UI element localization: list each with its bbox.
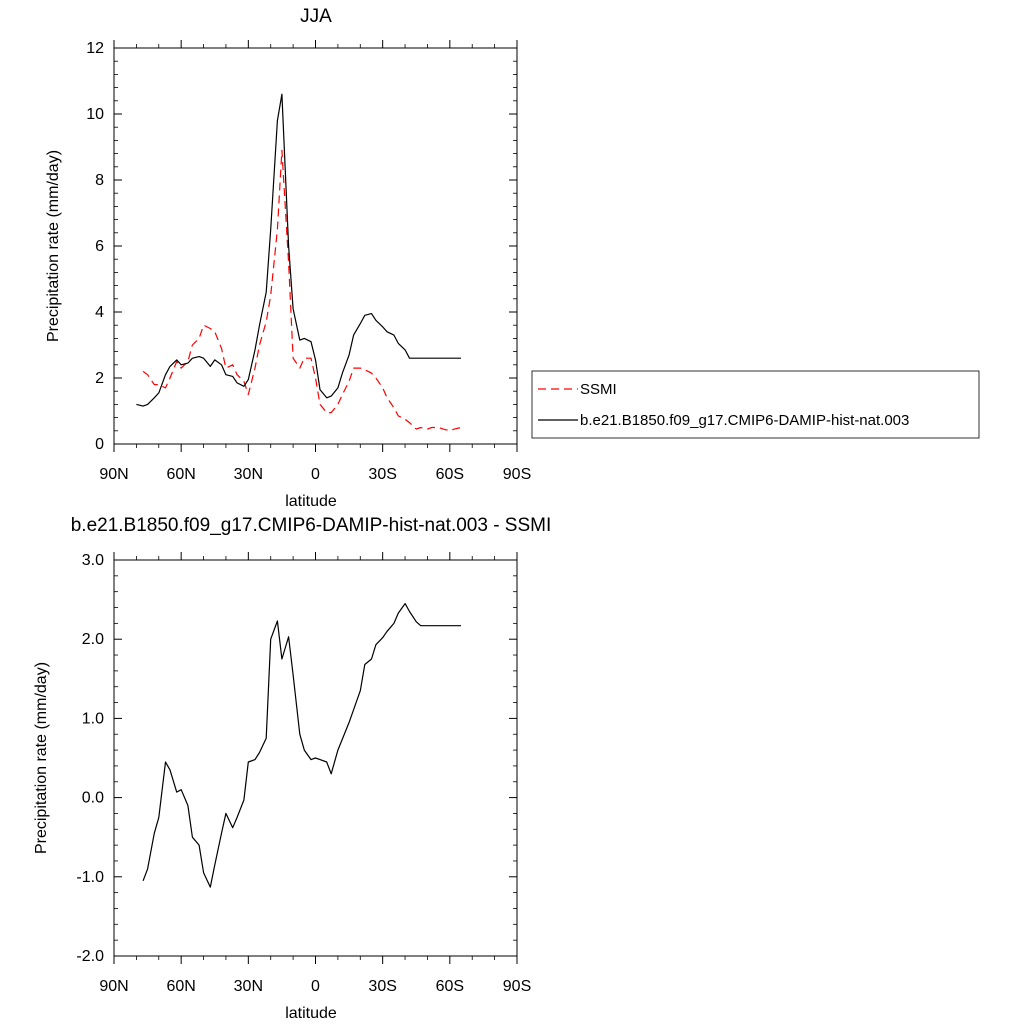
x-tick-label: 90S <box>503 978 531 995</box>
x-tick-label: 90N <box>99 978 128 995</box>
y-tick-label: 8 <box>95 172 104 189</box>
x-tick-label: 60S <box>436 978 464 995</box>
jja-panel: JJA 0 2 4 6 8 10 12 90N 60N 30N 0 30S 60S 90S latitu… <box>45 6 980 510</box>
tick-marks <box>113 552 518 964</box>
y-tick-label: 4 <box>95 304 104 321</box>
y-tick-label: 2 <box>95 370 104 387</box>
x-tick-label: 90N <box>99 466 128 483</box>
series-line-ssmi <box>142 149 462 432</box>
y-tick-label: 12 <box>86 40 104 57</box>
y-tick-label: 10 <box>86 106 104 123</box>
x-tick-label: 30N <box>234 978 263 995</box>
legend: SSMI b.e21.B1850.f09_g17.CMIP6-DAMIP-his… <box>531 370 980 439</box>
x-axis-title: latitude <box>285 1005 337 1022</box>
tick-marks <box>113 40 518 452</box>
legend-label-model: b.e21.B1850.f09_g17.CMIP6-DAMIP-hist-nat… <box>580 412 909 429</box>
x-tick-label: 30S <box>368 466 396 483</box>
y-tick-label: -2.0 <box>76 948 104 965</box>
x-tick-label: 90S <box>503 466 531 483</box>
difference-panel: b.e21.B1850.f09_g17.CMIP6-DAMIP-hist-nat… <box>33 515 551 1022</box>
x-tick-label: 60S <box>436 466 464 483</box>
y-axis-title: Precipitation rate (mm/day) <box>33 662 50 854</box>
y-tick-label: 0.0 <box>82 790 104 807</box>
x-tick-label: 0 <box>311 978 320 995</box>
x-tick-labels: 90N 60N 30N 0 30S 60S 90S <box>99 978 531 995</box>
series-line-difference <box>142 602 461 888</box>
x-tick-label: 30S <box>368 978 396 995</box>
chart-title: JJA <box>300 6 332 27</box>
y-axis-title: Precipitation rate (mm/day) <box>45 150 62 342</box>
series-lines <box>142 602 461 888</box>
y-tick-label: 1.0 <box>82 710 104 727</box>
x-axis-title: latitude <box>285 493 337 510</box>
y-tick-label: 3.0 <box>82 552 104 569</box>
series-lines <box>136 93 462 432</box>
series-line-model <box>136 93 461 407</box>
y-tick-label: -1.0 <box>76 869 104 886</box>
legend-box <box>531 370 980 439</box>
y-tick-labels: -2.0 -1.0 0.0 1.0 2.0 3.0 <box>76 552 104 965</box>
x-tick-label: 60N <box>166 466 195 483</box>
chart-title: b.e21.B1850.f09_g17.CMIP6-DAMIP-hist-nat… <box>71 515 552 536</box>
y-tick-labels: 0 2 4 6 8 10 12 <box>86 40 104 453</box>
y-tick-label: 0 <box>95 436 104 453</box>
x-tick-label: 0 <box>311 466 320 483</box>
plot-frame <box>113 47 518 445</box>
x-tick-label: 60N <box>166 978 195 995</box>
y-tick-label: 6 <box>95 238 104 255</box>
y-tick-label: 2.0 <box>82 631 104 648</box>
x-tick-labels: 90N 60N 30N 0 30S 60S 90S <box>99 466 531 483</box>
x-tick-label: 30N <box>234 466 263 483</box>
legend-label-ssmi: SSMI <box>580 381 617 398</box>
